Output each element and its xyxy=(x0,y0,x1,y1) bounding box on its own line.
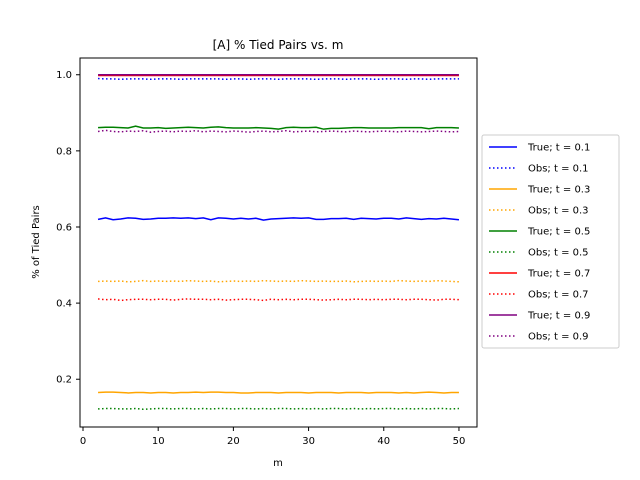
y-tick-label: 0.6 xyxy=(56,222,72,233)
legend-label-8: Obs; t = 0.7 xyxy=(528,290,589,301)
legend-label-7: True; t = 0.7 xyxy=(527,269,590,280)
series-line-8 xyxy=(97,298,459,302)
x-tick-label: 30 xyxy=(302,436,315,447)
y-tick-label: 0.4 xyxy=(56,299,72,310)
legend-items: True; t = 0.1 Obs; t = 0.1 True; t = 0.3 Ob… xyxy=(489,143,590,343)
series-layer xyxy=(97,74,460,411)
x-axis-label: m xyxy=(273,458,283,469)
series-line-10 xyxy=(97,129,459,133)
y-axis-label: % of Tied Pairs xyxy=(31,205,42,279)
y-axis: 0.2 0.4 0.6 0.8 1.0 xyxy=(56,70,80,386)
legend-label-6: Obs; t = 0.5 xyxy=(528,248,589,259)
series-line-3 xyxy=(98,391,459,394)
series-line-4 xyxy=(98,279,459,283)
series-line-5 xyxy=(98,125,459,130)
x-tick-label: 20 xyxy=(227,436,240,447)
y-tick-label: 0.2 xyxy=(56,375,72,386)
plot-frame xyxy=(79,57,478,428)
series-line-2 xyxy=(98,77,459,81)
legend-label-4: Obs; t = 0.3 xyxy=(528,206,589,217)
y-tick-label: 1.0 xyxy=(56,70,72,81)
legend-label-5: True; t = 0.5 xyxy=(527,227,590,238)
x-tick-label: 0 xyxy=(80,436,86,447)
legend-label-3: True; t = 0.3 xyxy=(527,185,590,196)
x-tick-label: 10 xyxy=(152,436,165,447)
x-tick-label: 50 xyxy=(453,436,466,447)
x-tick-label: 40 xyxy=(377,436,390,447)
legend-label-10: Obs; t = 0.9 xyxy=(528,332,589,343)
x-axis: 0 10 20 30 40 50 xyxy=(80,427,466,447)
series-line-1 xyxy=(97,217,460,221)
legend-label-1: True; t = 0.1 xyxy=(527,143,590,154)
legend: True; t = 0.1 Obs; t = 0.1 True; t = 0.3 Ob… xyxy=(481,134,620,349)
legend-label-2: Obs; t = 0.1 xyxy=(528,164,589,175)
chart-title: [A] % Tied Pairs vs. m xyxy=(213,38,344,52)
y-tick-label: 0.8 xyxy=(56,146,72,157)
series-line-6 xyxy=(98,407,459,411)
legend-label-9: True; t = 0.9 xyxy=(527,311,590,322)
